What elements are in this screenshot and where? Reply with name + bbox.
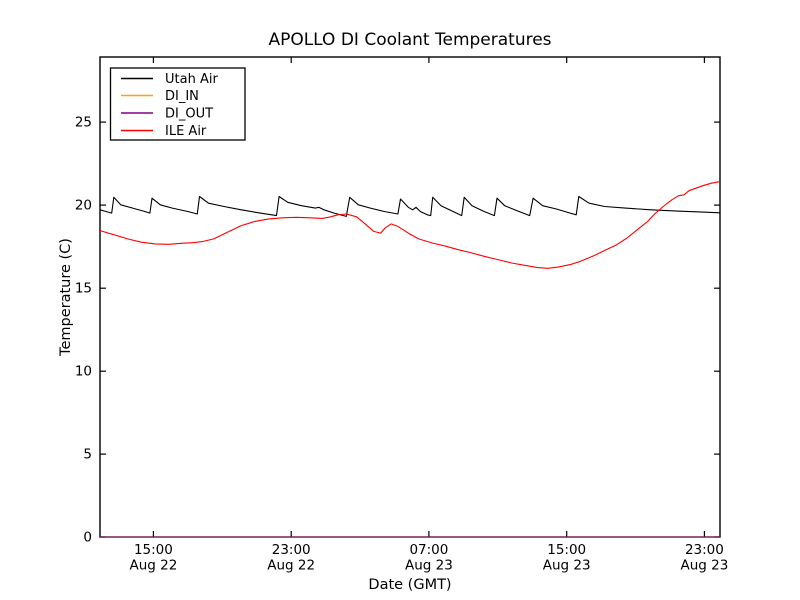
utah-air-line	[99, 195, 721, 217]
y-tick-0: 0	[83, 530, 92, 546]
y-tick-marks	[100, 121, 720, 538]
y-tick-25: 25	[75, 115, 92, 131]
legend: Utah Air DI_IN DI_OUT ILE Air	[109, 67, 246, 141]
x-tick-date: Aug 23	[543, 558, 591, 574]
legend-label-di-out: DI_OUT	[165, 107, 213, 122]
x-tick-date: Aug 23	[680, 558, 728, 574]
y-tick-10: 10	[75, 364, 92, 380]
plot-series	[99, 181, 721, 538]
x-tick-time: 23:00	[685, 542, 724, 558]
legend-label-di-in: DI_IN	[165, 89, 199, 104]
legend-box	[109, 67, 246, 141]
x-tick-date: Aug 23	[405, 558, 453, 574]
chart-title: APOLLO DI Coolant Temperatures	[268, 30, 551, 50]
x-tick-date: Aug 22	[129, 558, 177, 574]
y-tick-15: 15	[75, 281, 92, 297]
legend-label-ile-air: ILE Air	[165, 124, 207, 139]
y-tick-5: 5	[83, 447, 92, 463]
y-axis-label: Temperature (C)	[58, 238, 74, 357]
x-tick-time: 07:00	[409, 542, 448, 558]
x-tick-time: 23:00	[272, 542, 311, 558]
y-tick-labels: 0 5 10 15 20 25	[75, 115, 92, 546]
legend-label-utah-air: Utah Air	[165, 72, 218, 87]
x-tick-time: 15:00	[134, 542, 173, 558]
y-tick-20: 20	[75, 198, 92, 214]
x-tick-time: 15:00	[547, 542, 586, 558]
x-axis-label: Date (GMT)	[368, 577, 451, 593]
x-tick-labels: 15:00 Aug 22 23:00 Aug 22 07:00 Aug 23 1…	[129, 542, 728, 574]
x-tick-marks	[152, 57, 706, 537]
x-tick-date: Aug 22	[267, 558, 315, 574]
ile-air-line	[99, 181, 721, 269]
